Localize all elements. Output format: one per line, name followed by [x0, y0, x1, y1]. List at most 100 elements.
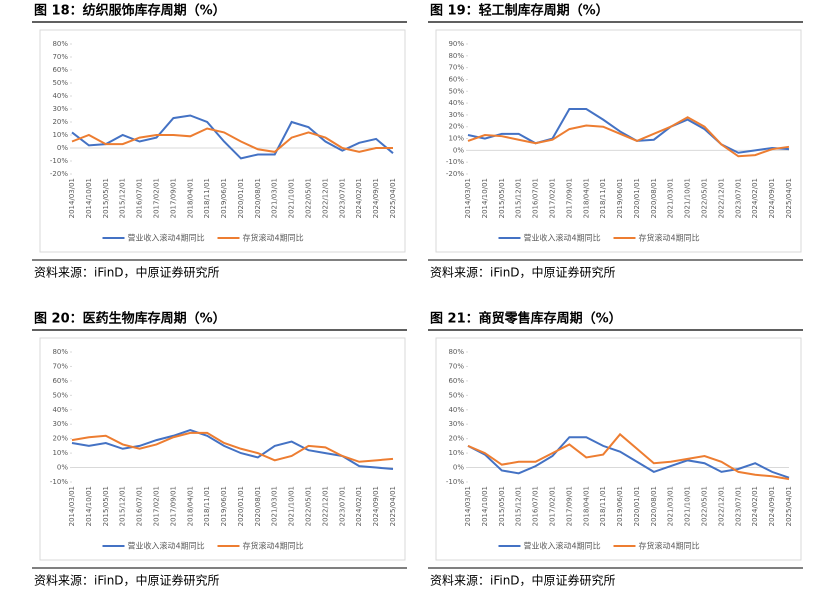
series-line: [467, 432, 790, 481]
series-line: [71, 114, 394, 160]
x-tick-label: 2020/08/01: [650, 486, 658, 526]
x-tick-label: 2014/03/01: [464, 486, 472, 526]
legend-label: 存货滚动4期同比: [243, 541, 304, 551]
y-tick-label: 30%: [448, 420, 464, 428]
y-tick-label: 50%: [52, 79, 68, 87]
x-tick-label: 2018/11/01: [203, 486, 211, 526]
x-tick-label: 2021/03/01: [667, 486, 675, 526]
x-tick-label: 2020/08/01: [650, 178, 658, 218]
x-tick-label: 2015/05/01: [102, 486, 110, 526]
figure-title: 图 20：医药生物库存周期（%）: [34, 311, 226, 327]
legend-label: 营业收入滚动4期同比: [128, 541, 205, 551]
y-tick-label: 0%: [453, 464, 464, 472]
y-tick-label: 20%: [448, 435, 464, 443]
chart-frame: [435, 29, 802, 253]
x-tick-label: 2023/07/01: [734, 486, 742, 526]
x-tick-label: 2015/12/01: [515, 486, 523, 526]
x-tick-label: 2017/02/01: [548, 178, 556, 218]
y-tick-label: -10%: [50, 478, 68, 486]
x-tick-label: 2019/06/01: [616, 486, 624, 526]
x-tick-label: 2021/10/01: [684, 178, 692, 218]
y-tick-label: 80%: [52, 348, 68, 356]
y-tick-label: 50%: [448, 391, 464, 399]
x-tick-label: 2014/03/01: [68, 178, 76, 218]
x-tick-label: 2020/01/01: [237, 486, 245, 526]
x-tick-label: 2024/09/01: [768, 178, 776, 218]
x-tick-label: 2024/09/01: [768, 486, 776, 526]
x-tick-label: 2022/05/01: [305, 178, 313, 218]
x-tick-label: 2018/04/01: [582, 178, 590, 218]
x-tick-label: 2024/02/01: [751, 178, 759, 218]
legend-label: 存货滚动4期同比: [639, 233, 700, 243]
y-tick-label: -10%: [446, 478, 464, 486]
y-tick-label: 10%: [52, 131, 68, 139]
x-tick-label: 2018/04/01: [186, 486, 194, 526]
y-tick-label: 70%: [448, 362, 464, 370]
y-tick-label: 40%: [52, 92, 68, 100]
series-line: [71, 127, 393, 153]
x-tick-label: 2017/09/01: [565, 178, 573, 218]
x-tick-label: 2016/07/01: [532, 486, 540, 526]
x-tick-label: 2016/07/01: [136, 486, 144, 526]
x-tick-label: 2015/05/01: [102, 178, 110, 218]
y-tick-label: 70%: [448, 64, 464, 72]
y-tick-label: 50%: [52, 391, 68, 399]
x-tick-label: 2024/02/01: [355, 178, 363, 218]
x-tick-label: 2023/07/01: [338, 486, 346, 526]
series-line: [467, 108, 790, 154]
x-tick-label: 2022/12/01: [321, 178, 329, 218]
x-tick-label: 2022/05/01: [701, 486, 709, 526]
source-note: 资料来源：iFinD，中原证券研究所: [430, 573, 616, 588]
x-tick-label: 2024/09/01: [372, 486, 380, 526]
y-tick-label: 10%: [448, 449, 464, 457]
y-tick-label: 30%: [52, 105, 68, 113]
figure-title: 图 18：纺织服饰库存周期（%）: [34, 3, 226, 19]
figure-title: 图 21：商贸零售库存周期（%）: [430, 311, 622, 327]
y-tick-label: 50%: [448, 87, 464, 95]
x-tick-label: 2021/10/01: [684, 486, 692, 526]
x-tick-label: 2018/04/01: [582, 486, 590, 526]
x-tick-label: 2022/12/01: [717, 486, 725, 526]
x-tick-label: 2018/11/01: [203, 178, 211, 218]
x-tick-label: 2024/09/01: [372, 178, 380, 218]
x-tick-label: 2020/01/01: [237, 178, 245, 218]
y-tick-label: 30%: [52, 420, 68, 428]
x-tick-label: 2017/02/01: [548, 486, 556, 526]
chart-frame: [435, 337, 802, 561]
x-tick-label: 2021/03/01: [271, 486, 279, 526]
x-tick-label: 2023/07/01: [734, 178, 742, 218]
x-tick-label: 2018/04/01: [186, 178, 194, 218]
x-tick-label: 2016/07/01: [136, 178, 144, 218]
y-tick-label: 60%: [448, 75, 464, 83]
x-tick-label: 2022/12/01: [321, 486, 329, 526]
y-tick-label: 0%: [453, 146, 464, 154]
x-tick-label: 2024/02/01: [751, 486, 759, 526]
chart-frame: [39, 337, 406, 561]
y-tick-label: 20%: [448, 123, 464, 131]
x-tick-label: 2019/06/01: [220, 486, 228, 526]
x-tick-label: 2019/06/01: [616, 178, 624, 218]
y-tick-label: 90%: [448, 40, 464, 48]
x-tick-label: 2024/02/01: [355, 486, 363, 526]
legend-label: 存货滚动4期同比: [639, 541, 700, 551]
x-tick-label: 2021/03/01: [667, 178, 675, 218]
legend-label: 营业收入滚动4期同比: [524, 233, 601, 243]
x-tick-label: 2020/08/01: [254, 486, 262, 526]
x-tick-label: 2021/10/01: [288, 178, 296, 218]
y-tick-label: 10%: [52, 449, 68, 457]
x-tick-label: 2014/10/01: [85, 178, 93, 218]
x-tick-label: 2025/04/01: [389, 178, 397, 218]
x-tick-label: 2017/02/01: [152, 178, 160, 218]
x-tick-label: 2017/09/01: [169, 178, 177, 218]
x-tick-label: 2015/05/01: [498, 178, 506, 218]
legend-label: 存货滚动4期同比: [243, 233, 304, 243]
y-tick-label: 40%: [448, 99, 464, 107]
x-tick-label: 2014/03/01: [68, 486, 76, 526]
x-tick-label: 2014/10/01: [481, 486, 489, 526]
x-tick-label: 2016/07/01: [532, 178, 540, 218]
source-note: 资料来源：iFinD，中原证券研究所: [430, 265, 616, 280]
legend-label: 营业收入滚动4期同比: [524, 541, 601, 551]
y-tick-label: 80%: [448, 348, 464, 356]
source-note: 资料来源：iFinD，中原证券研究所: [34, 573, 220, 588]
